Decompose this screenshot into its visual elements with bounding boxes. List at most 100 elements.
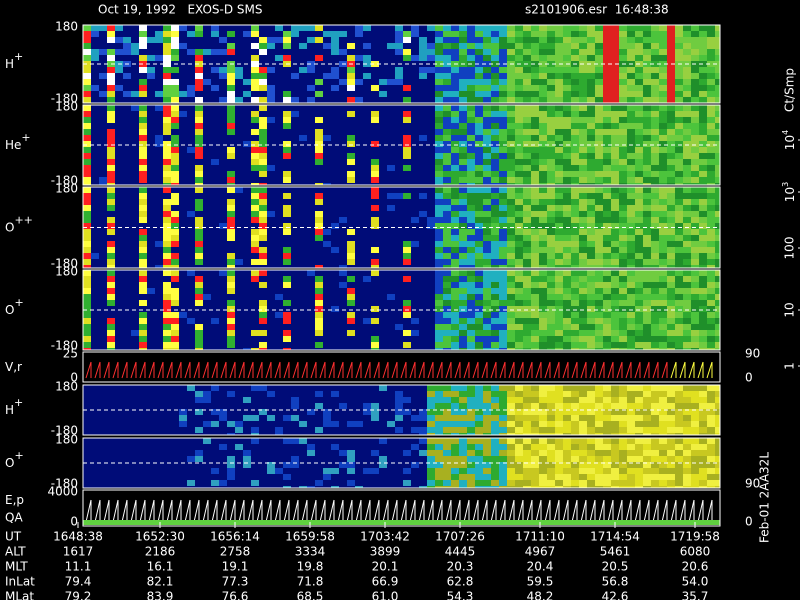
- spectrogram-cell: [363, 229, 371, 235]
- spectrogram-cell: [275, 205, 283, 211]
- spectrogram-cell: [347, 306, 355, 312]
- spectrogram-cell: [683, 31, 691, 37]
- spectrogram-cell: [427, 129, 435, 135]
- spectrogram-cell: [331, 141, 339, 147]
- spectrogram-cell: [243, 324, 251, 330]
- spectrogram-cell: [459, 177, 467, 183]
- spectrogram-cell: [267, 205, 275, 211]
- spectrogram-cell: [419, 276, 427, 282]
- spectrogram-cell: [107, 397, 115, 403]
- spectrogram-cell: [275, 229, 283, 235]
- spectrogram-cell: [443, 43, 451, 49]
- spectrogram-cell: [179, 171, 187, 177]
- spectrogram-cell: [115, 253, 123, 259]
- spectrogram-cell: [171, 73, 179, 79]
- spectrogram-cell: [187, 91, 195, 97]
- spectrogram-cell: [131, 391, 139, 397]
- spectrogram-cell: [323, 43, 331, 49]
- spectrogram-cell: [235, 111, 243, 117]
- spectrogram-cell: [131, 288, 139, 294]
- spectrogram-cell: [339, 342, 347, 348]
- spectrogram-cell: [179, 193, 187, 199]
- spectrogram-cell: [291, 235, 299, 241]
- spectrogram-cell: [555, 105, 563, 111]
- spectrogram-cell: [683, 397, 691, 403]
- spectrogram-cell: [419, 217, 427, 223]
- spectrogram-cell: [163, 31, 171, 37]
- spectrogram-cell: [435, 211, 443, 217]
- spectrogram-cell: [403, 247, 411, 253]
- spectrogram-cell: [155, 37, 163, 43]
- spectrogram-cell: [179, 282, 187, 288]
- spectrogram-cell: [147, 391, 155, 397]
- spectrogram-cell: [627, 79, 635, 85]
- spectrogram-cell: [99, 397, 107, 403]
- spectrogram-cell: [563, 141, 571, 147]
- spectrogram-cell: [283, 31, 291, 37]
- spectrogram-cell: [363, 199, 371, 205]
- spectrogram-cell: [683, 67, 691, 73]
- spectrogram-cell: [251, 348, 259, 350]
- spectrogram-cell: [243, 37, 251, 43]
- spectrogram-cell: [91, 105, 99, 111]
- spectrogram-cell: [443, 31, 451, 37]
- spectrogram-cell: [155, 25, 163, 31]
- spectrogram-cell: [219, 294, 227, 300]
- spectrogram-cell: [227, 91, 235, 97]
- spectrogram-cell: [403, 276, 411, 282]
- spectrogram-cell: [283, 111, 291, 117]
- spectrogram-cell: [715, 85, 720, 91]
- spectrogram-cell: [435, 229, 443, 235]
- spectrogram-cell: [507, 288, 515, 294]
- spectrogram-cell: [323, 177, 331, 183]
- spectrogram-cell: [403, 265, 411, 268]
- spectrogram-cell: [323, 270, 331, 276]
- glyph: [355, 361, 362, 379]
- spectrogram-cell: [315, 241, 323, 247]
- spectrogram-cell: [115, 336, 123, 342]
- spectrogram-cell: [499, 79, 507, 85]
- spectrogram-cell: [323, 217, 331, 223]
- spectrogram-cell: [155, 171, 163, 177]
- spectrogram-cell: [419, 265, 427, 268]
- spectrogram-cell: [595, 135, 603, 141]
- spectrogram-cell: [531, 165, 539, 171]
- spectrogram-cell: [259, 25, 267, 31]
- spectrogram-cell: [139, 247, 147, 253]
- spectrogram-cell: [299, 43, 307, 49]
- spectrogram-cell: [347, 187, 355, 193]
- spectrogram-cell: [259, 229, 267, 235]
- spectrogram-cell: [595, 43, 603, 49]
- spectrogram-cell: [283, 49, 291, 55]
- spectrogram-cell: [451, 43, 459, 49]
- spectrogram-cell: [275, 300, 283, 306]
- spectrogram-cell: [531, 342, 539, 348]
- spectrogram-cell: [467, 85, 475, 91]
- spectrogram-cell: [371, 165, 379, 171]
- spectrogram-cell: [619, 348, 627, 350]
- spectrogram-cell: [555, 385, 563, 391]
- spectrogram-cell: [475, 153, 483, 159]
- spectrogram-cell: [659, 79, 667, 85]
- glyph: [490, 361, 497, 379]
- spectrogram-cell: [395, 403, 403, 409]
- spectrogram-cell: [99, 330, 107, 336]
- spectrogram-cell: [411, 85, 419, 91]
- spectrogram-cell: [323, 193, 331, 199]
- spectrogram-cell: [211, 223, 219, 229]
- label-name: H: [5, 57, 14, 71]
- spectrogram-cell: [411, 37, 419, 43]
- spectrogram-cell: [539, 31, 547, 37]
- spectrogram-cell: [299, 415, 307, 421]
- spectrogram-cell: [627, 241, 635, 247]
- spectrogram-cell: [387, 85, 395, 91]
- spectrogram-cell: [91, 330, 99, 336]
- spectrogram-cell: [227, 247, 235, 253]
- spectrogram-cell: [587, 165, 595, 171]
- spectrogram-cell: [83, 403, 91, 409]
- spectrogram-cell: [483, 259, 491, 265]
- spectrogram-cell: [427, 37, 435, 43]
- spectrogram-cell: [91, 153, 99, 159]
- spectrogram-cell: [707, 391, 715, 397]
- spectrogram-cell: [659, 205, 667, 211]
